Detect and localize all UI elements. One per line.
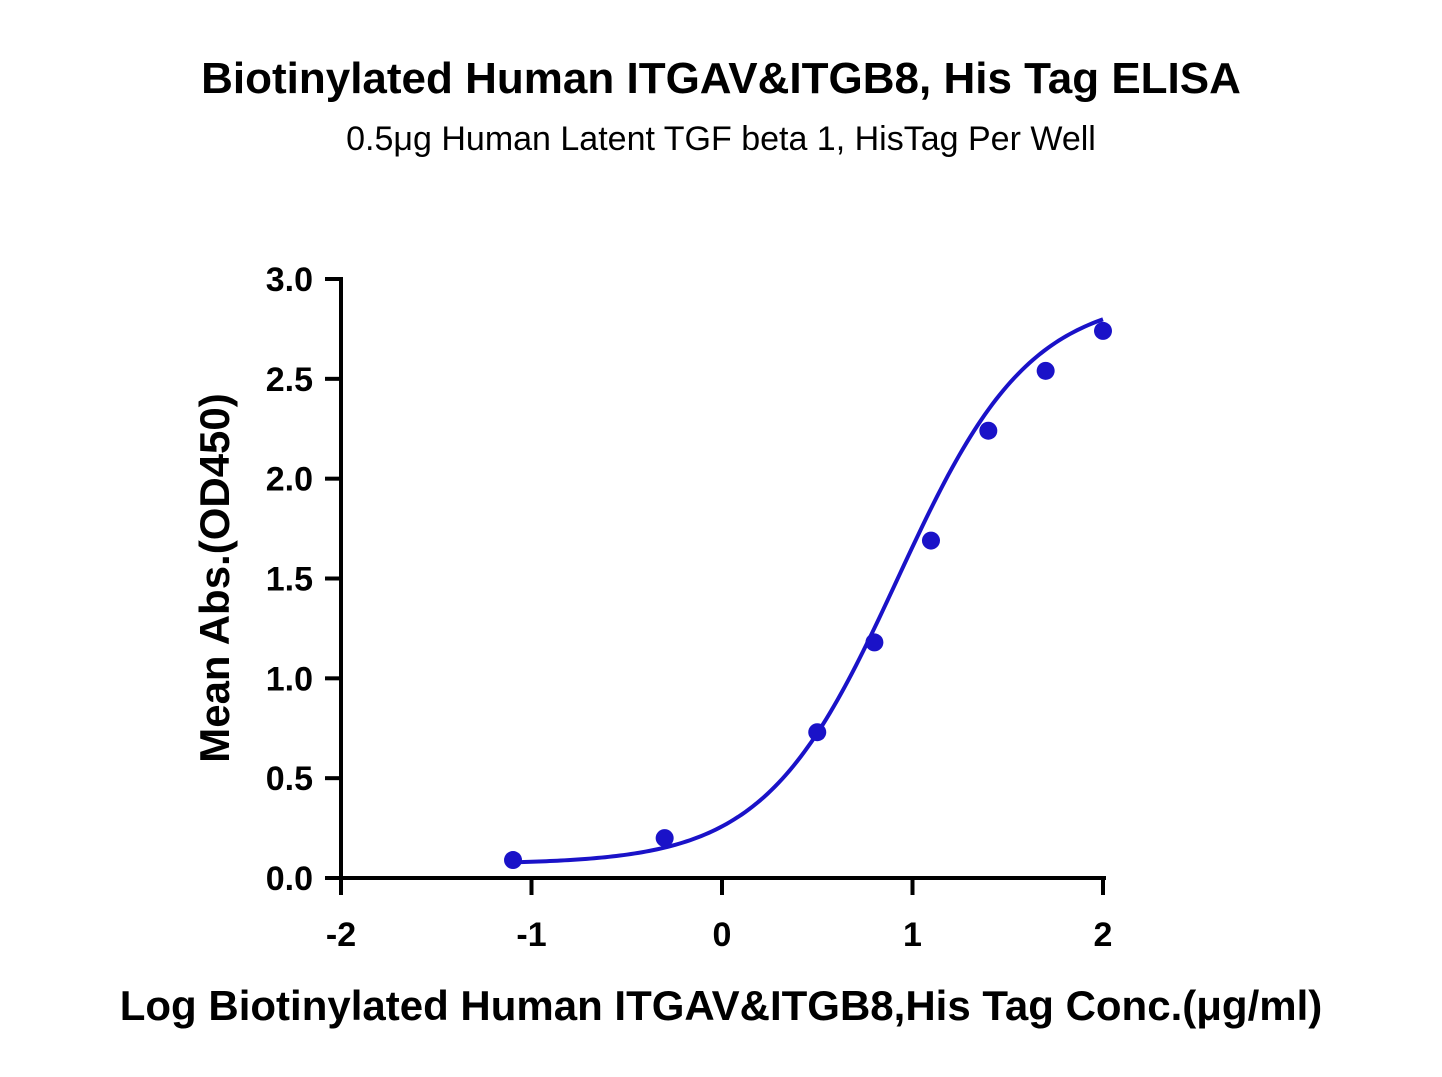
x-tick-label: 2: [1094, 916, 1113, 954]
data-point: [979, 421, 998, 440]
y-tick-label: 3.0: [266, 261, 313, 299]
y-tick-label: 2.5: [266, 361, 313, 399]
x-axis-label: Log Biotinylated Human ITGAV&ITGB8,His T…: [120, 982, 1323, 1029]
y-tick-label: 1.5: [266, 561, 313, 599]
x-tick-label: -2: [326, 916, 356, 954]
data-point: [865, 633, 884, 652]
x-ticks: -2 -1 0 1 2: [326, 878, 1113, 954]
data-point: [1036, 361, 1055, 380]
data-point: [655, 829, 674, 848]
chart-title: Biotinylated Human ITGAV&ITGB8, His Tag …: [201, 54, 1241, 103]
y-tick-label: 0.0: [266, 860, 313, 898]
plot-area: [504, 317, 1112, 870]
axes: [339, 277, 1106, 880]
fit-curve: [512, 317, 1104, 865]
x-tick-label: 0: [713, 916, 732, 954]
y-ticks: 0.0 0.5 1.0 1.5 2.0 2.5 3.0: [266, 261, 341, 898]
y-tick-label: 1.0: [266, 660, 313, 698]
x-tick-label: 1: [903, 916, 922, 954]
data-point: [504, 851, 523, 870]
x-tick-label: -1: [516, 916, 546, 954]
data-point: [808, 723, 827, 742]
data-point: [1094, 321, 1112, 340]
data-point: [921, 531, 940, 550]
y-tick-label: 0.5: [266, 760, 313, 798]
y-axis-label: Mean Abs.(OD450): [191, 393, 238, 763]
chart-subtitle: 0.5μg Human Latent TGF beta 1, HisTag Pe…: [346, 120, 1096, 158]
y-tick-label: 2.0: [266, 461, 313, 499]
